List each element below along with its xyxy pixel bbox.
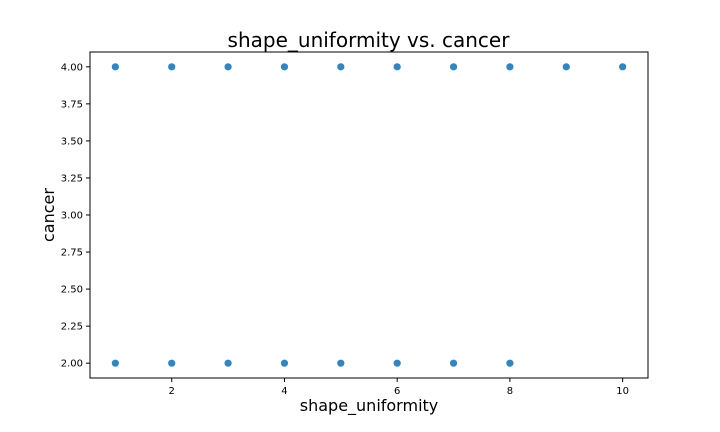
data-point <box>619 63 627 71</box>
data-point <box>111 63 119 71</box>
y-tick-label: 2.00 <box>61 359 83 370</box>
y-tick-label: 4.00 <box>61 62 83 73</box>
y-tick-label: 3.50 <box>61 136 83 147</box>
data-point <box>506 63 514 71</box>
data-point <box>506 359 514 367</box>
data-point <box>393 63 401 71</box>
chart-title: shape_uniformity vs. cancer <box>228 28 511 52</box>
y-tick-label: 2.25 <box>61 322 83 333</box>
x-tick-label: 2 <box>169 386 175 397</box>
data-point <box>280 63 289 71</box>
x-tick-label: 4 <box>281 386 287 397</box>
plot-frame <box>89 51 649 379</box>
x-tick-label: 6 <box>394 386 400 397</box>
data-point <box>224 63 232 71</box>
y-tick-label: 2.75 <box>61 248 83 259</box>
data-point <box>449 359 458 367</box>
y-tick-label: 3.25 <box>61 173 83 184</box>
y-tick-label: 3.75 <box>61 99 83 110</box>
data-point <box>168 63 176 71</box>
data-point <box>111 359 119 367</box>
y-tick-label: 2.50 <box>61 285 83 296</box>
y-tick-label: 3.00 <box>61 211 83 222</box>
plot-area: 2 4 6 8 10 2.00 2.25 2.50 2.75 3.00 3.25 3.50 3.75 4.… <box>61 51 649 397</box>
data-point <box>393 359 401 367</box>
x-tick-label: 8 <box>507 386 513 397</box>
data-point <box>449 63 458 71</box>
data-point <box>337 63 345 71</box>
x-tick-label: 10 <box>616 386 629 397</box>
data-point <box>168 359 176 367</box>
data-point <box>337 359 345 367</box>
x-axis-label: shape_uniformity <box>300 396 439 416</box>
data-point <box>562 63 570 71</box>
data-point <box>224 359 232 367</box>
y-axis-label: cancer <box>39 188 58 242</box>
data-point <box>280 359 289 367</box>
